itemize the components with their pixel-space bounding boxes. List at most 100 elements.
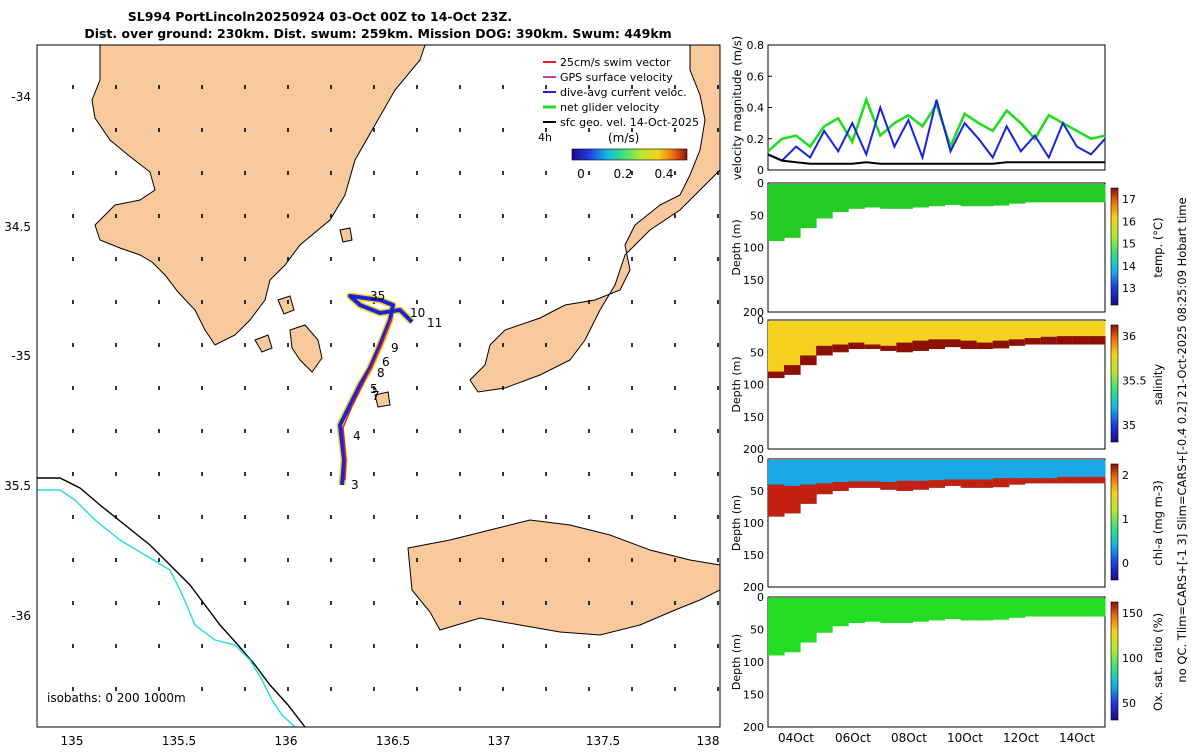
section-ytick: 150 <box>743 411 764 424</box>
section-ytick: 100 <box>743 242 764 255</box>
section-cline-cell <box>1024 478 1042 484</box>
velocity-ytick: 0.8 <box>747 39 765 52</box>
section-cell <box>1008 598 1026 618</box>
section-cline-cell <box>880 345 897 351</box>
section-colorbar <box>1110 324 1119 443</box>
time-axis: 04Oct 06Oct 08Oct 10Oct 12Oct 14Oct <box>778 731 1095 745</box>
section-cell <box>1056 184 1074 203</box>
islet-a <box>374 391 391 408</box>
section-ytick: 200 <box>743 721 764 734</box>
velocity-panel: 0 0.2 0.4 0.6 0.8 velocity magnitude (m/s) <box>730 36 1106 180</box>
day-label-5: 5 <box>370 382 378 396</box>
section-cbar-label: Ox. sat. ratio (%) <box>1151 613 1165 711</box>
section-cbar-tick: 1 <box>1122 513 1129 526</box>
section-cline-cell <box>1056 476 1074 484</box>
time-tick-12oct: 12Oct <box>1003 731 1039 745</box>
section-colorbar <box>1110 187 1119 306</box>
section-cline-cell <box>816 345 833 356</box>
section-cline-cell <box>1024 338 1042 345</box>
section-panel-chl-a: 0 50 100 150 200 Depth (m) 2 1 0 chl-a (mg m-3) <box>730 453 1165 594</box>
section-cell <box>976 598 994 621</box>
section-cell <box>896 184 913 209</box>
section-colorbar <box>1110 463 1119 581</box>
section-ylabel: Depth (m) <box>730 219 743 275</box>
section-cell <box>784 184 801 238</box>
section-cbar-tick: 13 <box>1122 282 1136 295</box>
section-cell <box>976 321 994 350</box>
section-cline-cell <box>944 479 962 486</box>
map-ytick-34-5: 34.5 <box>4 220 31 234</box>
section-cbar-tick: 14 <box>1122 260 1136 273</box>
section-cell <box>912 598 929 622</box>
section-cline-cell <box>832 344 849 353</box>
glider-track <box>336 292 415 486</box>
time-tick-10oct: 10Oct <box>947 731 983 745</box>
map-xtick-138: 138 <box>697 734 720 748</box>
section-cell <box>832 321 849 353</box>
isobaths-note: isobaths: 0 200 1000m <box>47 691 186 705</box>
section-cell <box>1088 184 1106 203</box>
day-label-8: 8 <box>377 366 385 380</box>
section-panel-temp: 0 50 100 150 200 Depth (m) 17 16 15 14 13 temp. (°C… <box>730 177 1165 319</box>
section-cline-cell <box>864 344 881 350</box>
section-cline-cell <box>896 342 913 353</box>
map-xtick-137-5: 137.5 <box>586 734 620 748</box>
colorbar-side-label: 4h <box>538 131 552 144</box>
section-cline-cell <box>896 480 913 491</box>
section-cline-cell <box>912 480 929 490</box>
legend-label-gps: GPS surface velocity <box>560 71 673 84</box>
landmass-yorke-peninsula <box>469 45 720 393</box>
map-ytick-35-5: 35.5 <box>4 479 31 493</box>
section-cline-cell <box>1040 478 1058 484</box>
section-ytick: 50 <box>750 209 764 222</box>
section-cell <box>1072 598 1090 617</box>
isobath-1000m <box>37 489 296 727</box>
map-ytick-35: -35 <box>11 349 31 363</box>
colorbar-tick-0-4: 0.4 <box>654 167 673 181</box>
section-cell <box>960 598 978 621</box>
section-cell <box>848 321 865 350</box>
section-cell <box>864 460 881 488</box>
colorbar-tick-0: 0 <box>577 167 585 181</box>
section-cell <box>976 184 994 207</box>
section-cline-cell <box>768 484 785 517</box>
legend-label-net: net glider velocity <box>560 101 660 114</box>
speed-colorbar <box>571 148 688 161</box>
map-xtick-136: 136 <box>275 734 298 748</box>
section-cell <box>1024 598 1042 617</box>
section-cell <box>944 460 962 486</box>
section-cline-cell <box>1008 339 1026 346</box>
section-cline-cell <box>816 483 833 495</box>
section-cell <box>1008 184 1026 204</box>
map-xtick-135: 135 <box>61 734 84 748</box>
section-cline-cell <box>784 365 801 375</box>
legend-label-dive: dive-avg current veloc. <box>560 86 687 99</box>
section-cbar-tick: 15 <box>1122 238 1136 251</box>
islet-b <box>339 227 353 243</box>
day-label-11: 11 <box>427 316 442 330</box>
island-2 <box>254 334 273 353</box>
day-label-4: 4 <box>353 429 361 443</box>
island-3 <box>277 295 295 315</box>
section-cell <box>1040 460 1058 484</box>
section-ytick: 50 <box>750 346 764 359</box>
dive-avg-track <box>338 294 414 486</box>
time-tick-14oct: 14Oct <box>1059 731 1095 745</box>
section-cbar-label: salinity <box>1151 364 1165 405</box>
velocity-ytick: 0.6 <box>747 70 765 83</box>
section-cline-cell <box>992 478 1010 488</box>
section-cline-cell <box>880 482 897 490</box>
time-tick-04oct: 04Oct <box>778 731 814 745</box>
section-cell <box>1088 598 1106 617</box>
section-cline-cell <box>928 480 946 488</box>
section-cbar-tick: 35.5 <box>1122 375 1147 388</box>
section-cbar-tick: 0 <box>1122 557 1129 570</box>
section-cline-cell <box>768 371 785 379</box>
day-label-7: 7 <box>372 389 380 403</box>
section-cline-cell <box>912 340 929 351</box>
section-cline-cell <box>1056 336 1074 345</box>
section-cell <box>848 460 865 488</box>
isobath-200m <box>37 477 306 727</box>
section-cell <box>832 598 849 627</box>
section-cell <box>832 184 849 213</box>
